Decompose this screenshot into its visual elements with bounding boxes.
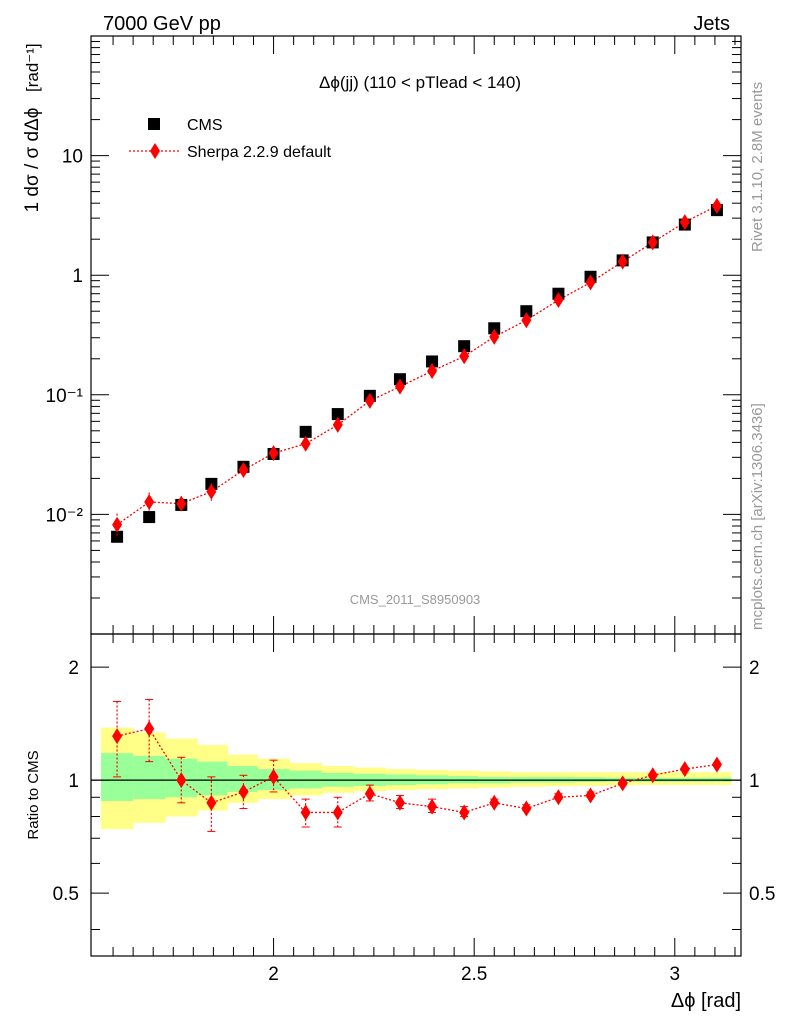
mcplots-label: mcplots.cern.ch [arXiv:1306.3436]: [749, 403, 766, 630]
main-y-axis-label-text: 1 dσ / σ dΔϕ: [22, 108, 43, 213]
ratio-data-point: [300, 804, 311, 821]
ratio-x-axis: 2 2.5 3: [112, 36, 736, 985]
main-series-layer: [111, 197, 723, 543]
ratio-panel: 0.5 0.51 12 2 2 2.5 3 Ratio to CMS Δϕ [rad]: [25, 36, 775, 1012]
cms-data-point: [331, 408, 344, 421]
ratio-series-layer: [112, 698, 722, 832]
ratio-data-point: [394, 794, 405, 811]
main-y-tick-label: 1: [72, 266, 83, 287]
sherpa-data-point: [300, 435, 311, 452]
cms-data-point: [299, 425, 312, 438]
ratio-data-point: [617, 775, 628, 792]
x-tick-label: 2: [268, 964, 279, 985]
sherpa-data-point: [238, 462, 249, 479]
ratio-data-point: [332, 804, 343, 821]
ratio-data-point: [238, 783, 249, 800]
rivet-version-label: Rivet 3.1.10, 2.8M events: [749, 82, 766, 252]
sherpa-data-point: [647, 234, 658, 251]
ratio-y-tick-label-left: 0.5: [53, 884, 79, 905]
legend-label-cms: CMS: [187, 117, 223, 134]
main-y-tick-label: 10⁻²: [46, 505, 84, 526]
main-y-axis-label: 1 dσ / σ dΔϕ [rad⁻¹]: [22, 43, 43, 212]
x-tick-label: 3: [670, 964, 681, 985]
sherpa-data-point: [553, 292, 564, 309]
ratio-data-point: [206, 794, 217, 811]
sherpa-data-point: [144, 493, 155, 510]
sherpa-data-point: [711, 197, 722, 214]
ratio-data-point: [427, 798, 438, 815]
cms-data-point: [426, 355, 439, 368]
sherpa-data-point: [459, 348, 470, 365]
legend-marker-sherpa: [150, 143, 160, 159]
legend: CMS Sherpa 2.2.9 default: [129, 117, 332, 161]
sherpa-data-point: [268, 445, 279, 462]
ratio-data-point: [679, 761, 690, 778]
sherpa-data-point: [427, 363, 438, 380]
ratio-data-point: [268, 768, 279, 785]
cms-data-point: [520, 305, 533, 318]
energy-label: 7000 GeV pp: [103, 13, 221, 35]
ratio-data-point: [711, 756, 722, 773]
main-y-tick-label: 10: [62, 147, 83, 168]
ratio-data-point: [489, 794, 500, 811]
sherpa-data-point: [112, 516, 123, 533]
sherpa-data-point: [617, 253, 628, 270]
ratio-y-tick-label-left: 1: [68, 771, 79, 792]
x-tick-label: 2.5: [461, 964, 487, 985]
main-y-axis-unit: [rad⁻¹]: [23, 43, 42, 92]
ratio-data-point: [459, 804, 470, 821]
ratio-y-tick-label-right: 1: [749, 771, 760, 792]
sherpa-data-point: [521, 312, 532, 329]
ratio-data-point: [585, 787, 596, 804]
ratio-data-point: [647, 767, 658, 784]
ratio-data-point: [553, 789, 564, 806]
sherpa-data-point: [176, 495, 187, 512]
cms-data-point: [143, 511, 156, 524]
stat-uncertainty-band: [197, 761, 228, 796]
sherpa-data-point: [364, 392, 375, 409]
sherpa-data-point: [206, 483, 217, 500]
ratio-data-point: [112, 728, 123, 745]
sherpa-data-point: [394, 378, 405, 395]
ratio-y-axis: 0.5 0.5 1 1 2 2: [53, 658, 775, 931]
main-y-axis: 10⁻² 10⁻¹ 1 10: [46, 40, 741, 635]
cms-data-point: [488, 322, 501, 335]
sherpa-data-point: [585, 274, 596, 291]
ratio-line: [116, 728, 718, 814]
ratio-data-point: [364, 785, 375, 802]
cms-data-point: [111, 530, 124, 543]
legend-marker-cms: [148, 118, 160, 130]
process-label: Jets: [693, 13, 730, 35]
ratio-frame: [90, 633, 742, 957]
ratio-data-point: [176, 772, 187, 789]
legend-label-sherpa: Sherpa 2.2.9 default: [187, 144, 332, 161]
ratio-y-tick-label-right: 0.5: [749, 884, 775, 905]
ratio-y-tick-label-right: 2: [749, 658, 760, 679]
ratio-y-tick-label-left: 2: [68, 658, 79, 679]
cms-data-point: [458, 340, 471, 353]
main-panel: Δϕ(jj) (110 < pTlead < 140) CMS_2011_S89…: [22, 35, 742, 635]
ratio-bands: [101, 727, 732, 830]
main-y-tick-label: 10⁻¹: [46, 386, 84, 407]
ratio-data-point: [521, 800, 532, 817]
sherpa-data-point: [332, 416, 343, 433]
sherpa-data-point: [489, 328, 500, 345]
ratio-data-point: [144, 720, 155, 737]
stat-uncertainty-band: [133, 755, 166, 800]
analysis-watermark: CMS_2011_S8950903: [350, 592, 481, 607]
sherpa-line: [116, 205, 718, 526]
ratio-y-axis-label: Ratio to CMS: [25, 750, 42, 839]
chart-title: Δϕ(jj) (110 < pTlead < 140): [319, 73, 521, 92]
x-axis-label: Δϕ [rad]: [671, 990, 741, 1012]
sherpa-data-point: [679, 214, 690, 231]
